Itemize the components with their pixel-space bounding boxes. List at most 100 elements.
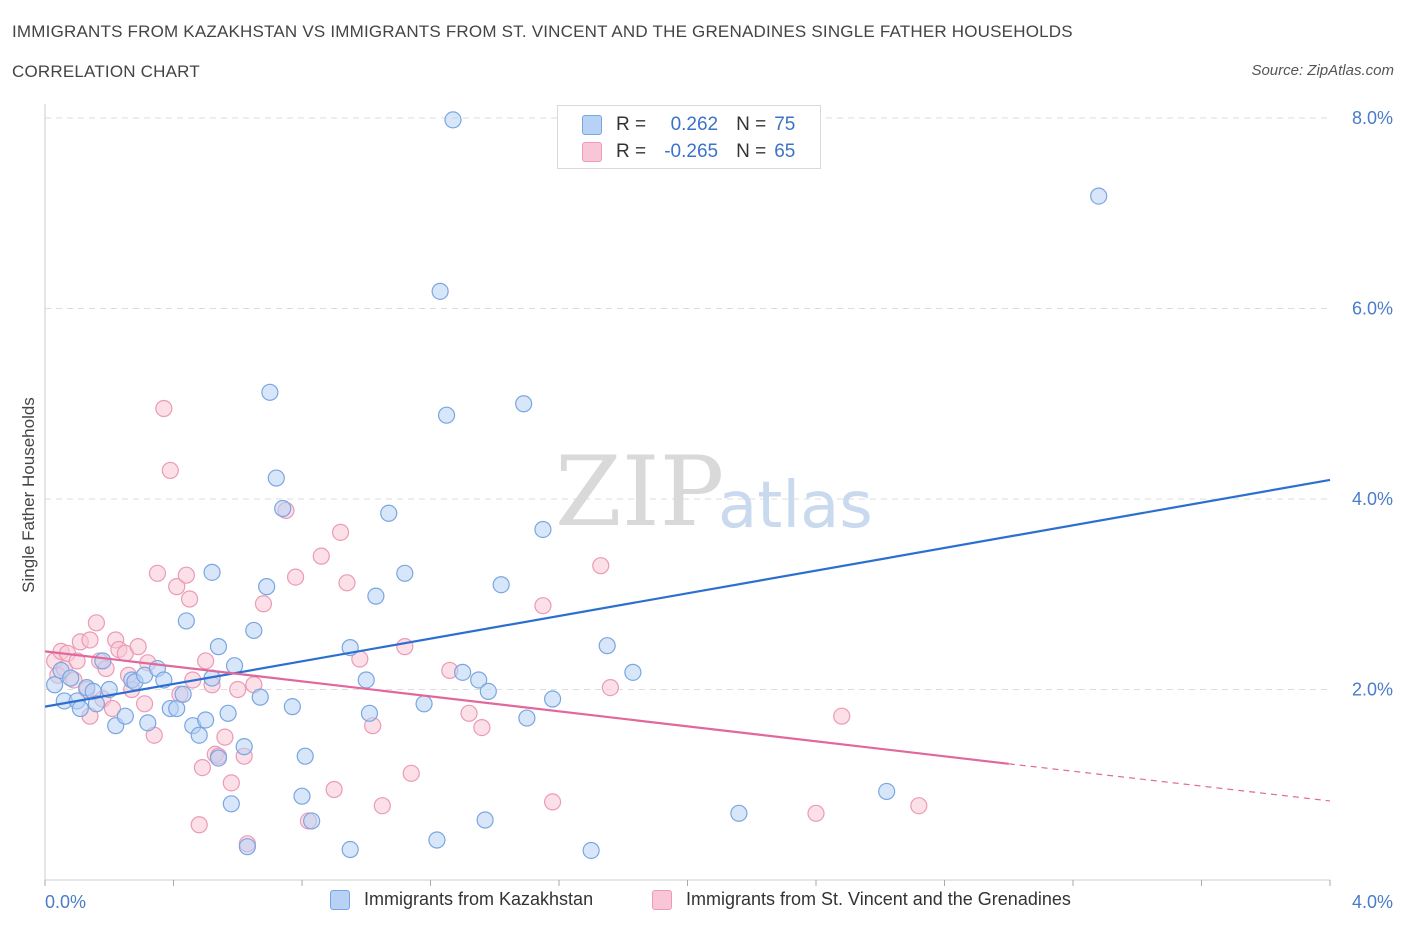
n-value: 65 bbox=[774, 141, 796, 162]
x-tick-label: 0.0% bbox=[45, 892, 86, 912]
point-st-vincent bbox=[168, 578, 186, 596]
point-kazakhstan bbox=[245, 621, 263, 640]
point-kazakhstan bbox=[283, 698, 301, 716]
legend-swatch-pink bbox=[582, 142, 602, 162]
point-kazakhstan bbox=[293, 787, 311, 805]
point-st-vincent bbox=[177, 566, 195, 584]
y-tick-label: 8.0% bbox=[1352, 108, 1393, 128]
trend-line-st-vincent bbox=[44, 650, 1009, 765]
point-kazakhstan bbox=[428, 831, 446, 849]
point-st-vincent bbox=[331, 523, 350, 541]
point-kazakhstan bbox=[454, 663, 472, 681]
legend-item-st-vincent: Immigrants from St. Vincent and the Gren… bbox=[652, 889, 1071, 910]
legend-swatch-blue bbox=[330, 889, 350, 910]
point-kazakhstan bbox=[197, 711, 215, 729]
point-kazakhstan bbox=[534, 520, 552, 539]
point-kazakhstan bbox=[1090, 187, 1108, 205]
x-tick-labels: 0.0% 4.0% bbox=[45, 892, 1393, 912]
legend-swatch-pink bbox=[652, 889, 672, 910]
point-st-vincent bbox=[601, 678, 620, 697]
point-kazakhstan bbox=[71, 699, 89, 718]
point-kazakhstan bbox=[396, 564, 414, 582]
y-tick-label: 4.0% bbox=[1352, 489, 1393, 509]
point-st-vincent bbox=[460, 704, 478, 722]
point-st-vincent bbox=[135, 695, 154, 713]
point-st-vincent bbox=[229, 680, 247, 699]
point-kazakhstan bbox=[274, 499, 292, 518]
legend-swatch-blue bbox=[582, 115, 602, 135]
point-kazakhstan bbox=[238, 838, 256, 856]
point-st-vincent bbox=[180, 590, 199, 608]
point-kazakhstan bbox=[380, 504, 398, 522]
point-st-vincent bbox=[222, 774, 240, 792]
watermark-atlas: atlas bbox=[718, 469, 873, 543]
point-kazakhstan bbox=[235, 738, 253, 756]
point-st-vincent bbox=[197, 652, 215, 670]
point-kazakhstan bbox=[476, 811, 494, 829]
point-st-vincent bbox=[81, 631, 99, 649]
point-st-vincent bbox=[193, 759, 212, 777]
point-st-vincent bbox=[161, 461, 179, 480]
point-kazakhstan bbox=[62, 669, 80, 687]
x-tick-label: 4.0% bbox=[1352, 892, 1393, 912]
point-kazakhstan bbox=[296, 747, 314, 765]
point-st-vincent bbox=[148, 564, 167, 582]
point-st-vincent bbox=[286, 568, 305, 586]
point-kazakhstan bbox=[174, 685, 192, 703]
point-st-vincent bbox=[312, 547, 330, 565]
n-value: 75 bbox=[774, 114, 796, 135]
point-st-vincent bbox=[87, 614, 106, 632]
stats-legend: R = 0.262 N = 75 R = -0.265 N = 65 bbox=[557, 105, 821, 169]
point-kazakhstan bbox=[261, 383, 279, 401]
r-label: R = bbox=[616, 114, 647, 135]
y-tick-label: 2.0% bbox=[1352, 680, 1393, 700]
n-label: N = bbox=[736, 141, 767, 162]
point-kazakhstan bbox=[444, 111, 462, 129]
point-st-vincent bbox=[396, 638, 414, 656]
point-kazakhstan bbox=[598, 637, 616, 655]
y-tick-labels: 2.0% 4.0% 6.0% 8.0% bbox=[1352, 108, 1393, 700]
series-kazakhstan-points bbox=[46, 111, 1108, 860]
stats-row-st-vincent: R = -0.265 N = 65 bbox=[582, 140, 795, 164]
point-kazakhstan bbox=[360, 704, 379, 722]
point-kazakhstan bbox=[492, 576, 510, 594]
point-st-vincent bbox=[592, 557, 610, 575]
r-value: 0.262 bbox=[670, 114, 719, 135]
point-kazakhstan bbox=[437, 406, 456, 424]
point-kazakhstan bbox=[624, 663, 642, 681]
point-st-vincent bbox=[543, 793, 562, 811]
point-kazakhstan bbox=[203, 563, 221, 581]
point-st-vincent bbox=[833, 707, 851, 725]
axes bbox=[44, 104, 1331, 886]
n-label: N = bbox=[736, 114, 767, 135]
y-tick-label: 6.0% bbox=[1352, 299, 1393, 319]
point-st-vincent bbox=[103, 699, 122, 718]
point-kazakhstan bbox=[415, 695, 433, 713]
point-kazakhstan bbox=[87, 695, 106, 713]
point-kazakhstan bbox=[267, 469, 285, 487]
point-kazakhstan bbox=[177, 612, 195, 630]
series-st-vincent-points bbox=[46, 399, 928, 853]
point-st-vincent bbox=[254, 595, 273, 613]
point-kazakhstan bbox=[479, 682, 497, 701]
source-label: Source: ZipAtlas.com bbox=[1251, 62, 1394, 79]
point-kazakhstan bbox=[515, 395, 533, 413]
chart-subtitle: CORRELATION CHART bbox=[12, 62, 200, 81]
watermark-zip: ZIP bbox=[555, 436, 724, 548]
y-axis-label: Single Father Households bbox=[19, 397, 38, 593]
point-kazakhstan bbox=[367, 587, 385, 605]
trend-lines bbox=[44, 478, 1331, 802]
legend-label: Immigrants from St. Vincent and the Gren… bbox=[686, 889, 1071, 909]
point-st-vincent bbox=[338, 574, 356, 592]
point-st-vincent bbox=[534, 597, 552, 615]
point-kazakhstan bbox=[209, 749, 228, 767]
series-legend: Immigrants from Kazakhstan Immigrants fr… bbox=[0, 889, 1406, 915]
point-kazakhstan bbox=[730, 804, 748, 822]
point-kazakhstan bbox=[209, 638, 228, 656]
point-kazakhstan bbox=[470, 671, 488, 689]
trend-line-kazakhstan bbox=[44, 478, 1331, 708]
point-st-vincent bbox=[155, 399, 173, 418]
legend-label: Immigrants from Kazakhstan bbox=[364, 889, 594, 909]
point-st-vincent bbox=[216, 728, 234, 746]
